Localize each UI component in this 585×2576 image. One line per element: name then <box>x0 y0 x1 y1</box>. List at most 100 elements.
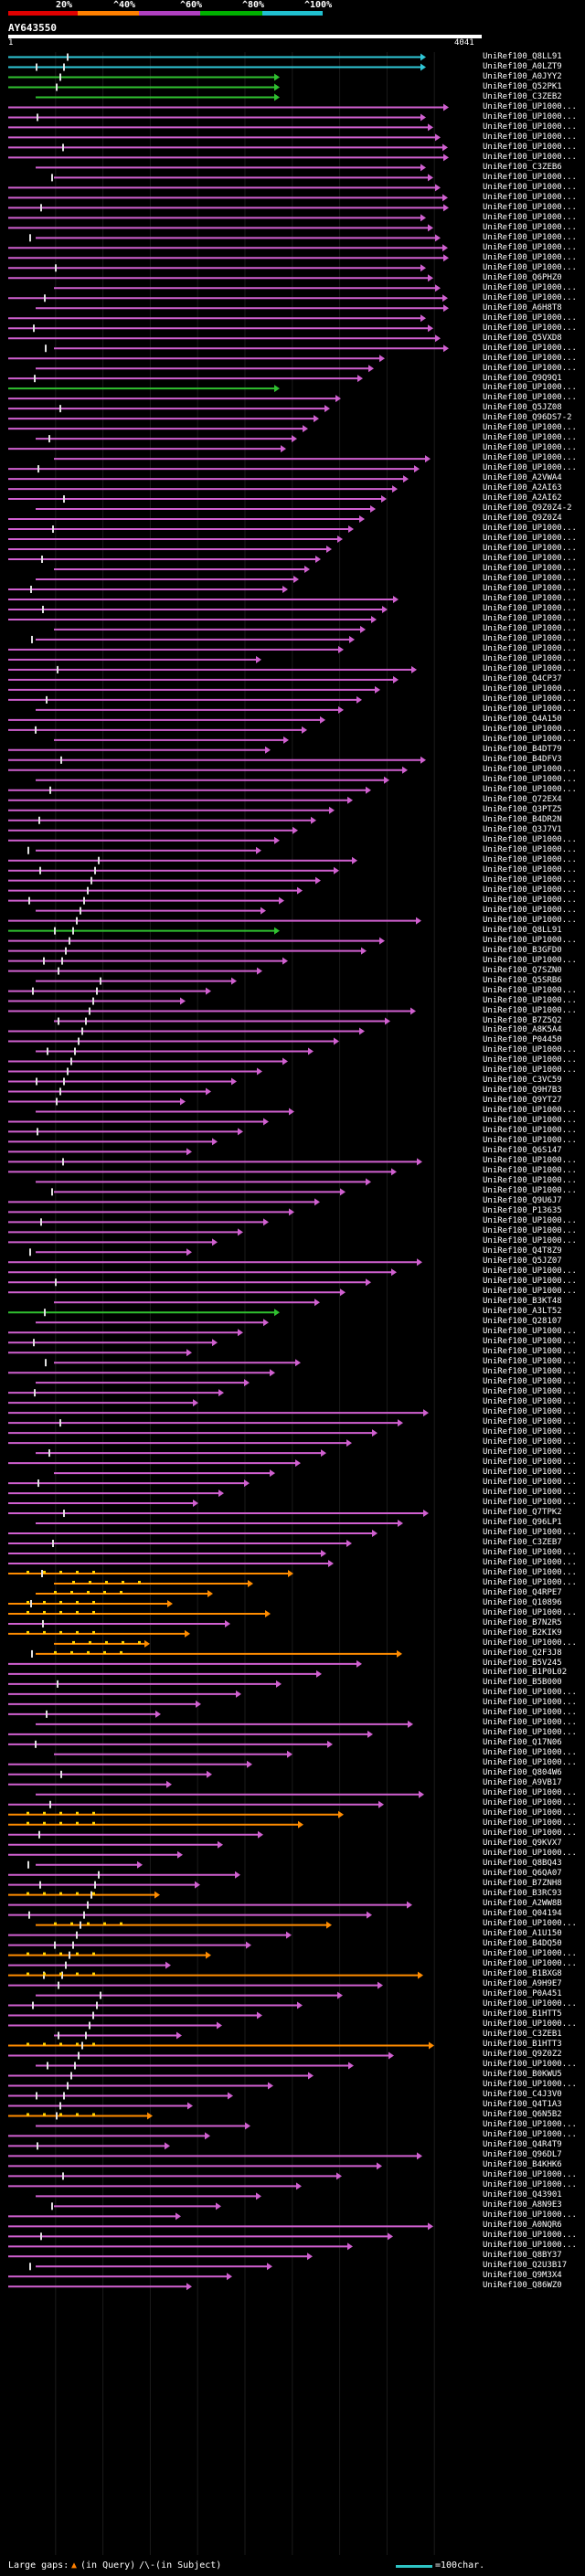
hit-label[interactable]: UniRef100_UP1000... <box>483 1467 577 1477</box>
hit-label[interactable]: UniRef100_UP1000... <box>483 212 577 222</box>
hit-label[interactable]: UniRef100_UP1000... <box>483 2179 577 2189</box>
hit-label[interactable]: UniRef100_P0A451 <box>483 1988 562 1998</box>
hit-label[interactable]: UniRef100_UP1000... <box>483 282 577 292</box>
hit-label[interactable]: UniRef100_UP1000... <box>483 1718 577 1728</box>
hit-label[interactable]: UniRef100_UP1000... <box>483 1849 577 1859</box>
hit-label[interactable]: UniRef100_UP1000... <box>483 1728 577 1738</box>
hit-label[interactable]: UniRef100_UP1000... <box>483 534 577 544</box>
hit-label[interactable]: UniRef100_UP1000... <box>483 122 577 132</box>
hit-label[interactable]: UniRef100_A0NQR6 <box>483 2220 562 2230</box>
hit-label[interactable]: UniRef100_UP1000... <box>483 1698 577 1708</box>
hit-label[interactable]: UniRef100_C3ZEB6 <box>483 162 562 172</box>
hit-label[interactable]: UniRef100_A2AI62 <box>483 493 562 504</box>
hit-label[interactable]: UniRef100_Q9H7B3 <box>483 1086 562 1096</box>
hit-label[interactable]: UniRef100_UP1000... <box>483 1708 577 1718</box>
hit-label[interactable]: UniRef100_UP1000... <box>483 1497 577 1507</box>
hit-label[interactable]: UniRef100_UP1000... <box>483 604 577 614</box>
hit-label[interactable]: UniRef100_UP1000... <box>483 1607 577 1617</box>
hit-label[interactable]: UniRef100_B4DR2N <box>483 814 562 824</box>
hit-label[interactable]: UniRef100_A8N9E3 <box>483 2200 562 2210</box>
hit-label[interactable]: UniRef100_Q4T1A3 <box>483 2099 562 2109</box>
hit-label[interactable]: UniRef100_UP1000... <box>483 1688 577 1698</box>
hit-label[interactable]: UniRef100_UP1000... <box>483 2019 577 2029</box>
hit-label[interactable]: UniRef100_B4DFV3 <box>483 754 562 764</box>
hit-label[interactable]: UniRef100_Q5VXD8 <box>483 333 562 343</box>
hit-label[interactable]: UniRef100_UP1000... <box>483 292 577 302</box>
hit-label[interactable]: UniRef100_Q4A150 <box>483 714 562 724</box>
hit-label[interactable]: UniRef100_UP1000... <box>483 202 577 212</box>
hit-label[interactable]: UniRef100_UP1000... <box>483 664 577 674</box>
hit-label[interactable]: UniRef100_A9H9E7 <box>483 1979 562 1988</box>
hit-label[interactable]: UniRef100_UP1000... <box>483 1376 577 1386</box>
hit-label[interactable]: UniRef100_UP1000... <box>483 875 577 885</box>
hit-label[interactable]: UniRef100_UP1000... <box>483 262 577 272</box>
hit-label[interactable]: UniRef100_C4J3V0 <box>483 2089 562 2099</box>
hit-label[interactable]: UniRef100_UP1000... <box>483 232 577 242</box>
hit-label[interactable]: UniRef100_UP1000... <box>483 1346 577 1356</box>
hit-label[interactable]: UniRef100_Q9U6J7 <box>483 1196 562 1206</box>
hit-label[interactable]: UniRef100_B1BXG8 <box>483 1969 562 1979</box>
hit-label[interactable]: UniRef100_UP1000... <box>483 2059 577 2069</box>
hit-label[interactable]: UniRef100_UP1000... <box>483 1005 577 1015</box>
hit-label[interactable]: UniRef100_B5V245 <box>483 1658 562 1668</box>
hit-label[interactable]: UniRef100_Q9Q9Q1 <box>483 373 562 383</box>
hit-label[interactable]: UniRef100_Q9Z0Z4 <box>483 514 562 524</box>
hit-label[interactable]: UniRef100_UP1000... <box>483 323 577 333</box>
hit-label[interactable]: UniRef100_UP1000... <box>483 1176 577 1186</box>
hit-label[interactable]: UniRef100_A8K5A4 <box>483 1025 562 1035</box>
hit-label[interactable]: UniRef100_P04450 <box>483 1035 562 1045</box>
hit-label[interactable]: UniRef100_UP1000... <box>483 383 577 393</box>
hit-label[interactable]: UniRef100_Q3PTZ5 <box>483 804 562 814</box>
hit-label[interactable]: UniRef100_A1U150 <box>483 1929 562 1939</box>
hit-label[interactable]: UniRef100_Q7TPK2 <box>483 1507 562 1517</box>
hit-label[interactable]: UniRef100_UP1000... <box>483 353 577 363</box>
hit-label[interactable]: UniRef100_UP1000... <box>483 2119 577 2129</box>
hit-label[interactable]: UniRef100_B1HTT3 <box>483 2039 562 2049</box>
hit-label[interactable]: UniRef100_P13635 <box>483 1206 562 1216</box>
hit-label[interactable]: UniRef100_UP1000... <box>483 423 577 433</box>
hit-label[interactable]: UniRef100_UP1000... <box>483 1356 577 1366</box>
hit-label[interactable]: UniRef100_UP1000... <box>483 524 577 534</box>
hit-label[interactable]: UniRef100_UP1000... <box>483 1156 577 1166</box>
hit-label[interactable]: UniRef100_UP1000... <box>483 834 577 844</box>
hit-label[interactable]: UniRef100_B7ZNH8 <box>483 1879 562 1889</box>
hit-label[interactable]: UniRef100_UP1000... <box>483 192 577 202</box>
hit-label[interactable]: UniRef100_B0KWU5 <box>483 2069 562 2079</box>
hit-label[interactable]: UniRef100_B3GFD0 <box>483 945 562 955</box>
hit-label[interactable]: UniRef100_UP1000... <box>483 433 577 443</box>
hit-label[interactable]: UniRef100_Q2U3B17 <box>483 2260 568 2270</box>
hit-label[interactable]: UniRef100_UP1000... <box>483 704 577 714</box>
hit-label[interactable]: UniRef100_Q8LL91 <box>483 925 562 935</box>
hit-label[interactable]: UniRef100_Q6N5B2 <box>483 2109 562 2119</box>
hit-label[interactable]: UniRef100_Q5JZ08 <box>483 403 562 413</box>
hit-label[interactable]: UniRef100_UP1000... <box>483 142 577 152</box>
hit-label[interactable]: UniRef100_Q6QA07 <box>483 1869 562 1879</box>
hit-label[interactable]: UniRef100_UP1000... <box>483 1386 577 1396</box>
hit-label[interactable]: UniRef100_A2WW8B <box>483 1899 562 1909</box>
hit-label[interactable]: UniRef100_A0JYY2 <box>483 71 562 81</box>
hit-label[interactable]: UniRef100_A9VB17 <box>483 1778 562 1788</box>
hit-label[interactable]: UniRef100_UP1000... <box>483 222 577 232</box>
hit-label[interactable]: UniRef100_B5B000 <box>483 1678 562 1688</box>
hit-label[interactable]: UniRef100_UP1000... <box>483 1959 577 1969</box>
hit-label[interactable]: UniRef100_UP1000... <box>483 393 577 403</box>
hit-label[interactable]: UniRef100_Q4R4T9 <box>483 2139 562 2149</box>
hit-label[interactable]: UniRef100_UP1000... <box>483 2210 577 2220</box>
hit-label[interactable]: UniRef100_UP1000... <box>483 614 577 624</box>
hit-label[interactable]: UniRef100_UP1000... <box>483 1998 577 2009</box>
hit-label[interactable]: UniRef100_UP1000... <box>483 594 577 604</box>
hit-label[interactable]: UniRef100_UP1000... <box>483 1477 577 1487</box>
hit-label[interactable]: UniRef100_UP1000... <box>483 1287 577 1297</box>
hit-label[interactable]: UniRef100_UP1000... <box>483 1457 577 1467</box>
hit-label[interactable]: UniRef100_B4DQ50 <box>483 1939 562 1949</box>
hit-label[interactable]: UniRef100_Q96DL7 <box>483 2149 562 2159</box>
hit-label[interactable]: UniRef100_UP1000... <box>483 1547 577 1557</box>
hit-label[interactable]: UniRef100_B4KHK6 <box>483 2159 562 2169</box>
hit-label[interactable]: UniRef100_UP1000... <box>483 1829 577 1839</box>
hit-label[interactable]: UniRef100_Q86WZ0 <box>483 2280 562 2290</box>
hit-label[interactable]: UniRef100_UP1000... <box>483 1166 577 1176</box>
hit-label[interactable]: UniRef100_UP1000... <box>483 1216 577 1226</box>
hit-label[interactable]: UniRef100_UP1000... <box>483 905 577 915</box>
hit-label[interactable]: UniRef100_UP1000... <box>483 1337 577 1346</box>
hit-label[interactable]: UniRef100_Q4RPE7 <box>483 1587 562 1597</box>
